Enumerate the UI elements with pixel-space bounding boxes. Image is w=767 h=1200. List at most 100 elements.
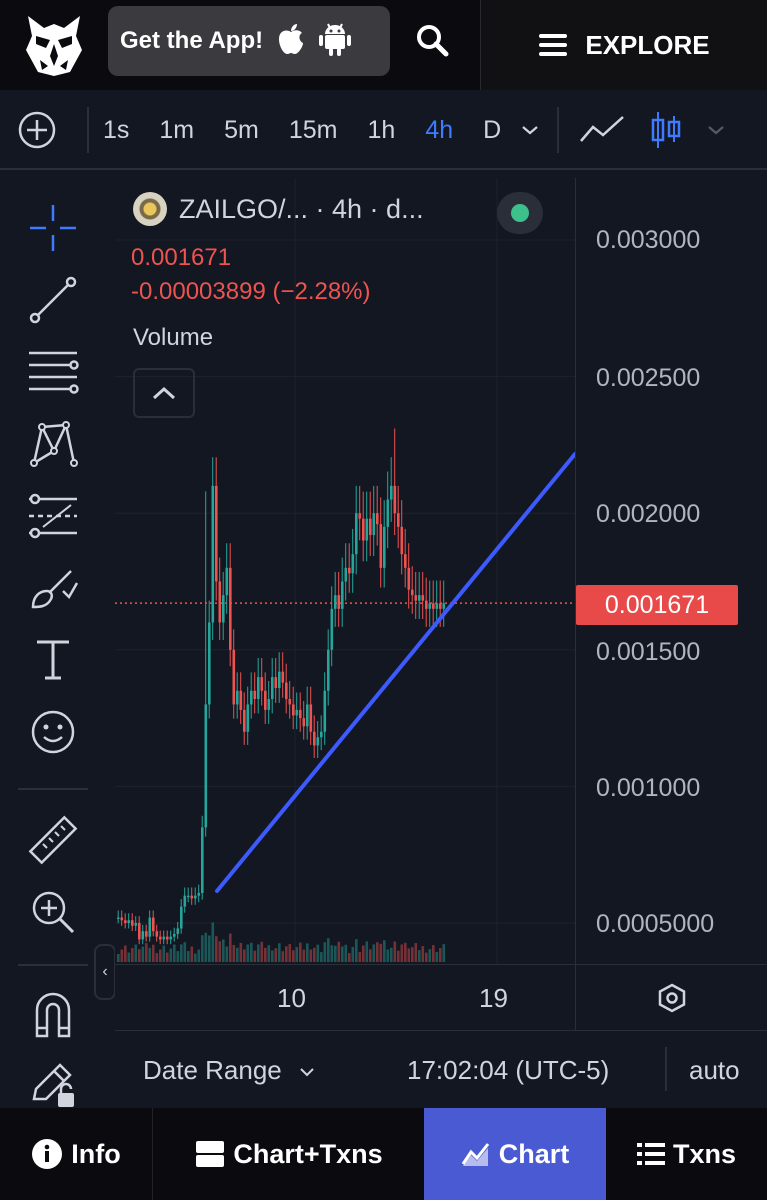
volume-bar: [309, 949, 313, 962]
add-symbol-icon[interactable]: [17, 110, 57, 150]
bottom-navigation: Info Chart+Txns Chart Txns: [0, 1108, 767, 1200]
xabcd-pattern-icon: [30, 421, 78, 467]
candle-body: [148, 917, 152, 937]
candle-body: [358, 513, 362, 519]
chart-toolbar: 1s 1m 5m 15m 1h 4h D: [0, 92, 767, 170]
volume-bar: [239, 942, 243, 962]
line-chart-icon[interactable]: [579, 115, 625, 145]
timeframe-1m[interactable]: 1m: [159, 115, 195, 144]
price-tick: 0.002500: [596, 364, 701, 392]
candle-body: [348, 567, 351, 574]
candle-body: [222, 595, 225, 623]
volume-bar: [260, 941, 264, 962]
volume-bar: [257, 944, 260, 962]
timeframe-chevron-down-icon[interactable]: [521, 124, 539, 136]
volume-indicator-label[interactable]: Volume: [133, 324, 214, 351]
timeframe-1s[interactable]: 1s: [103, 115, 130, 144]
candles-chart-icon[interactable]: [651, 110, 681, 150]
volume-bar: [120, 949, 124, 962]
candle-body: [330, 608, 334, 650]
ruler-tool[interactable]: [25, 812, 81, 868]
volume-bar: [407, 948, 411, 962]
nav-info[interactable]: Info: [0, 1108, 152, 1200]
explore-button[interactable]: EXPLORE: [480, 0, 767, 90]
volume-bar: [358, 952, 362, 962]
volume-bar: [299, 942, 302, 962]
volume-bar: [173, 944, 176, 962]
volume-bar: [428, 949, 432, 962]
horizontal-lines-tool[interactable]: [25, 344, 81, 400]
symbol-title[interactable]: ZAILGO/... · 4h · d...: [179, 194, 424, 224]
candle-body: [302, 718, 306, 727]
zoom-in-tool[interactable]: [25, 884, 81, 940]
timeframe-5m[interactable]: 5m: [224, 115, 259, 144]
crosshair-tool[interactable]: [25, 200, 81, 256]
timeframe-1h[interactable]: 1h: [367, 115, 396, 144]
price-axis[interactable]: 0.003000 0.002500 0.002000 0.001500 0.00…: [575, 178, 767, 964]
candle-body: [257, 677, 260, 699]
candle-body: [376, 513, 379, 525]
volume-bar: [127, 952, 131, 962]
settings-hexagon-icon: [658, 983, 686, 1013]
market-status-badge[interactable]: [497, 192, 543, 234]
nav-chart-label: Chart: [498, 1138, 570, 1169]
volume-bar: [302, 949, 306, 962]
price-tick: 0.003000: [596, 226, 701, 254]
candle-body: [173, 933, 176, 937]
volume-bar: [435, 952, 439, 962]
volume-bar: [201, 935, 204, 962]
search-button[interactable]: [410, 18, 454, 62]
lock-drawings-tool[interactable]: [25, 1056, 81, 1112]
candle-body: [372, 513, 376, 536]
chart-pane[interactable]: ZAILGO/... · 4h · d... 0.001671 -0.00003…: [115, 178, 575, 964]
volume-bar: [162, 945, 166, 962]
candle-body: [236, 690, 239, 705]
chart-settings-button[interactable]: [575, 964, 767, 1031]
volume-bar: [274, 948, 278, 962]
timeframe-4h[interactable]: 4h: [425, 115, 454, 144]
candle-body: [407, 567, 411, 590]
volume-bar: [197, 949, 201, 962]
collapse-sidebar-button[interactable]: ‹: [94, 944, 116, 1000]
split-view-icon: [196, 1141, 225, 1167]
candle-body: [320, 731, 323, 738]
pattern-tool[interactable]: [25, 416, 81, 472]
candle-body: [162, 936, 166, 940]
candlestick-chart[interactable]: [115, 178, 575, 964]
date-range-dropdown[interactable]: Date Range: [143, 1055, 315, 1086]
volume-bar: [131, 948, 134, 962]
volume-bars: [117, 922, 446, 962]
owl-logo-icon[interactable]: [22, 10, 86, 78]
candle-body: [334, 595, 337, 609]
volume-bar: [271, 950, 274, 962]
collapse-indicators-button[interactable]: [133, 368, 195, 418]
list-icon: [636, 1143, 665, 1165]
candle-body: [267, 698, 271, 710]
timezone-clock[interactable]: 17:02:04 (UTC-5): [407, 1055, 610, 1085]
time-axis[interactable]: 10 19: [115, 964, 575, 1031]
chart-type-chevron-down-icon[interactable]: [707, 124, 725, 136]
volume-bar: [138, 949, 141, 962]
forecasting-tool[interactable]: [25, 488, 81, 544]
timeframe-15m[interactable]: 15m: [288, 115, 338, 144]
nav-txns[interactable]: Txns: [606, 1108, 767, 1200]
candle-body: [435, 603, 439, 609]
get-the-app-button[interactable]: Get the App!: [108, 6, 390, 76]
trend-line-tool[interactable]: [25, 272, 81, 328]
nav-chart-txns[interactable]: Chart+Txns: [152, 1108, 425, 1200]
candle-body: [295, 709, 299, 716]
candle-body: [225, 567, 229, 596]
volume-bar: [246, 944, 250, 962]
emoji-tool[interactable]: [25, 704, 81, 760]
nav-chart[interactable]: Chart: [424, 1108, 606, 1200]
hamburger-menu-icon: [539, 34, 568, 56]
volume-bar: [148, 947, 152, 962]
text-tool[interactable]: [25, 632, 81, 688]
brush-tool[interactable]: [25, 560, 81, 616]
magnet-tool[interactable]: [25, 986, 81, 1042]
android-icon: [319, 22, 352, 61]
drawing-tools-sidebar: [0, 178, 106, 1108]
candle-body: [159, 936, 162, 940]
auto-scale-toggle[interactable]: auto: [689, 1055, 740, 1085]
timeframe-d[interactable]: D: [483, 115, 502, 144]
